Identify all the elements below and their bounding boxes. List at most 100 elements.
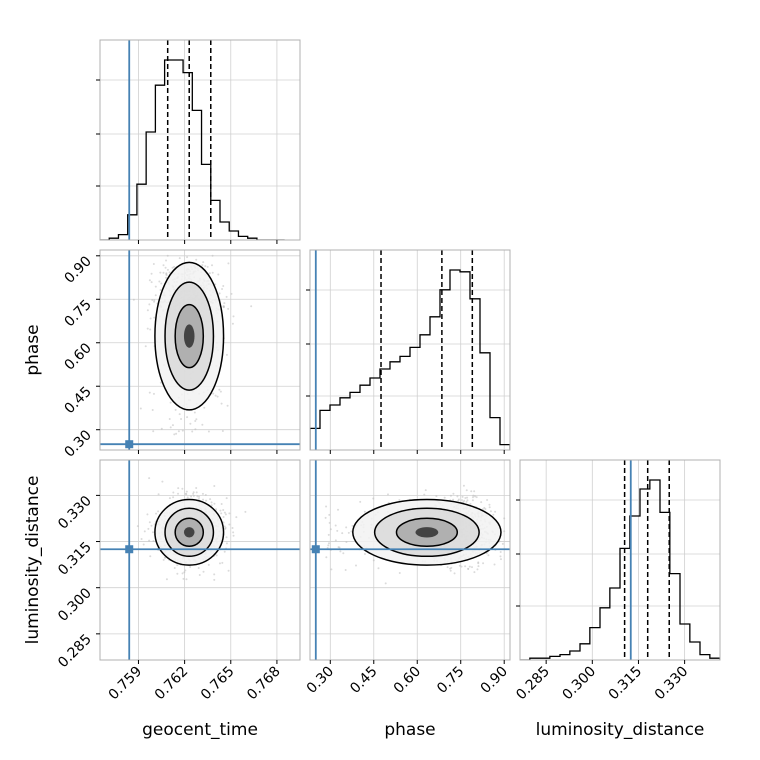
- sample-point: [150, 281, 153, 284]
- sample-point: [384, 582, 387, 585]
- sample-point: [474, 495, 477, 498]
- sample-point: [148, 521, 151, 524]
- truth-marker-phase-geocent_time: [125, 440, 134, 449]
- sample-point: [372, 559, 375, 562]
- sample-point: [225, 497, 228, 500]
- sample-point: [347, 531, 350, 534]
- contour-0: [154, 498, 225, 566]
- sample-point: [207, 430, 210, 433]
- sample-point: [344, 568, 347, 571]
- sample-point: [225, 536, 228, 539]
- sample-point: [339, 550, 342, 553]
- sample-point: [148, 539, 151, 542]
- sample-point: [177, 487, 180, 490]
- sample-point: [330, 568, 333, 571]
- sample-point: [493, 563, 496, 566]
- sample-point: [159, 381, 162, 384]
- histogram-step-phase: [310, 269, 510, 450]
- sample-point: [210, 504, 213, 507]
- sample-point: [171, 424, 174, 427]
- sample-point: [204, 265, 207, 268]
- sample-point: [194, 428, 197, 431]
- sample-point: [477, 565, 480, 568]
- sample-point: [226, 404, 229, 407]
- sample-point: [148, 279, 151, 282]
- sample-point: [151, 531, 154, 534]
- contour-0: [352, 498, 502, 566]
- sample-point: [136, 525, 139, 528]
- sample-point: [184, 569, 187, 572]
- sample-point: [480, 501, 483, 504]
- sample-point: [195, 418, 198, 421]
- x-axis-label-geocent-time: geocent_time: [142, 720, 258, 740]
- sample-point: [140, 537, 143, 540]
- sample-point: [157, 493, 160, 496]
- sample-point: [471, 496, 474, 499]
- sample-point: [244, 510, 247, 513]
- sample-point: [184, 492, 187, 495]
- quantile-and-truth-lines: [100, 40, 670, 660]
- sample-point: [158, 280, 161, 283]
- sample-point: [150, 524, 153, 527]
- sample-point: [325, 505, 328, 508]
- sample-point: [327, 542, 330, 545]
- sample-point: [181, 487, 184, 490]
- sample-point: [464, 496, 467, 499]
- sample-point: [204, 494, 207, 497]
- sample-point: [218, 388, 221, 391]
- sample-point: [232, 534, 235, 537]
- sample-point: [149, 555, 152, 558]
- contour-1: [373, 507, 480, 558]
- sample-point: [219, 390, 222, 393]
- sample-point: [336, 529, 339, 532]
- sample-point: [174, 408, 177, 411]
- sample-point: [222, 521, 225, 524]
- sample-point: [230, 292, 233, 295]
- sample-point: [190, 495, 193, 498]
- contour-1: [164, 281, 215, 391]
- sample-point: [177, 492, 180, 495]
- sample-point: [151, 298, 154, 301]
- sample-point: [449, 569, 452, 572]
- sample-point: [192, 492, 195, 495]
- sample-point: [212, 392, 215, 395]
- sample-point: [178, 413, 181, 416]
- density-phase-vs-geocent_time: [132, 254, 253, 436]
- sample-point: [168, 497, 171, 500]
- sample-point: [180, 417, 183, 420]
- contour-2: [174, 517, 205, 548]
- sample-point: [160, 427, 163, 430]
- sample-point: [449, 494, 452, 497]
- sample-point: [201, 423, 204, 426]
- sample-point: [231, 526, 234, 529]
- sample-point: [182, 577, 185, 580]
- sample-point: [457, 499, 460, 502]
- sample-point: [163, 556, 166, 559]
- sample-point: [162, 271, 165, 274]
- sample-point: [152, 539, 155, 542]
- sample-point: [185, 578, 188, 581]
- sample-point: [160, 282, 163, 285]
- sample-point: [465, 500, 468, 503]
- sample-point: [466, 499, 469, 502]
- sample-point: [155, 512, 158, 515]
- sample-point: [470, 566, 473, 569]
- sample-point: [231, 322, 234, 325]
- sample-point: [161, 480, 164, 483]
- sample-point: [169, 426, 172, 429]
- density-level-3: [183, 527, 195, 538]
- sample-point: [189, 422, 192, 425]
- sample-point: [456, 495, 459, 498]
- sample-point: [165, 578, 168, 581]
- sample-point: [217, 273, 220, 276]
- sample-point: [165, 259, 168, 262]
- panel-bg-geocent_time-geocent_time: [100, 40, 300, 240]
- sample-point: [166, 254, 169, 257]
- sample-point: [164, 266, 167, 269]
- sample-point: [453, 572, 456, 575]
- sample-point: [149, 328, 152, 331]
- sample-point: [159, 271, 162, 274]
- sample-point: [178, 257, 181, 260]
- sample-point: [469, 502, 472, 505]
